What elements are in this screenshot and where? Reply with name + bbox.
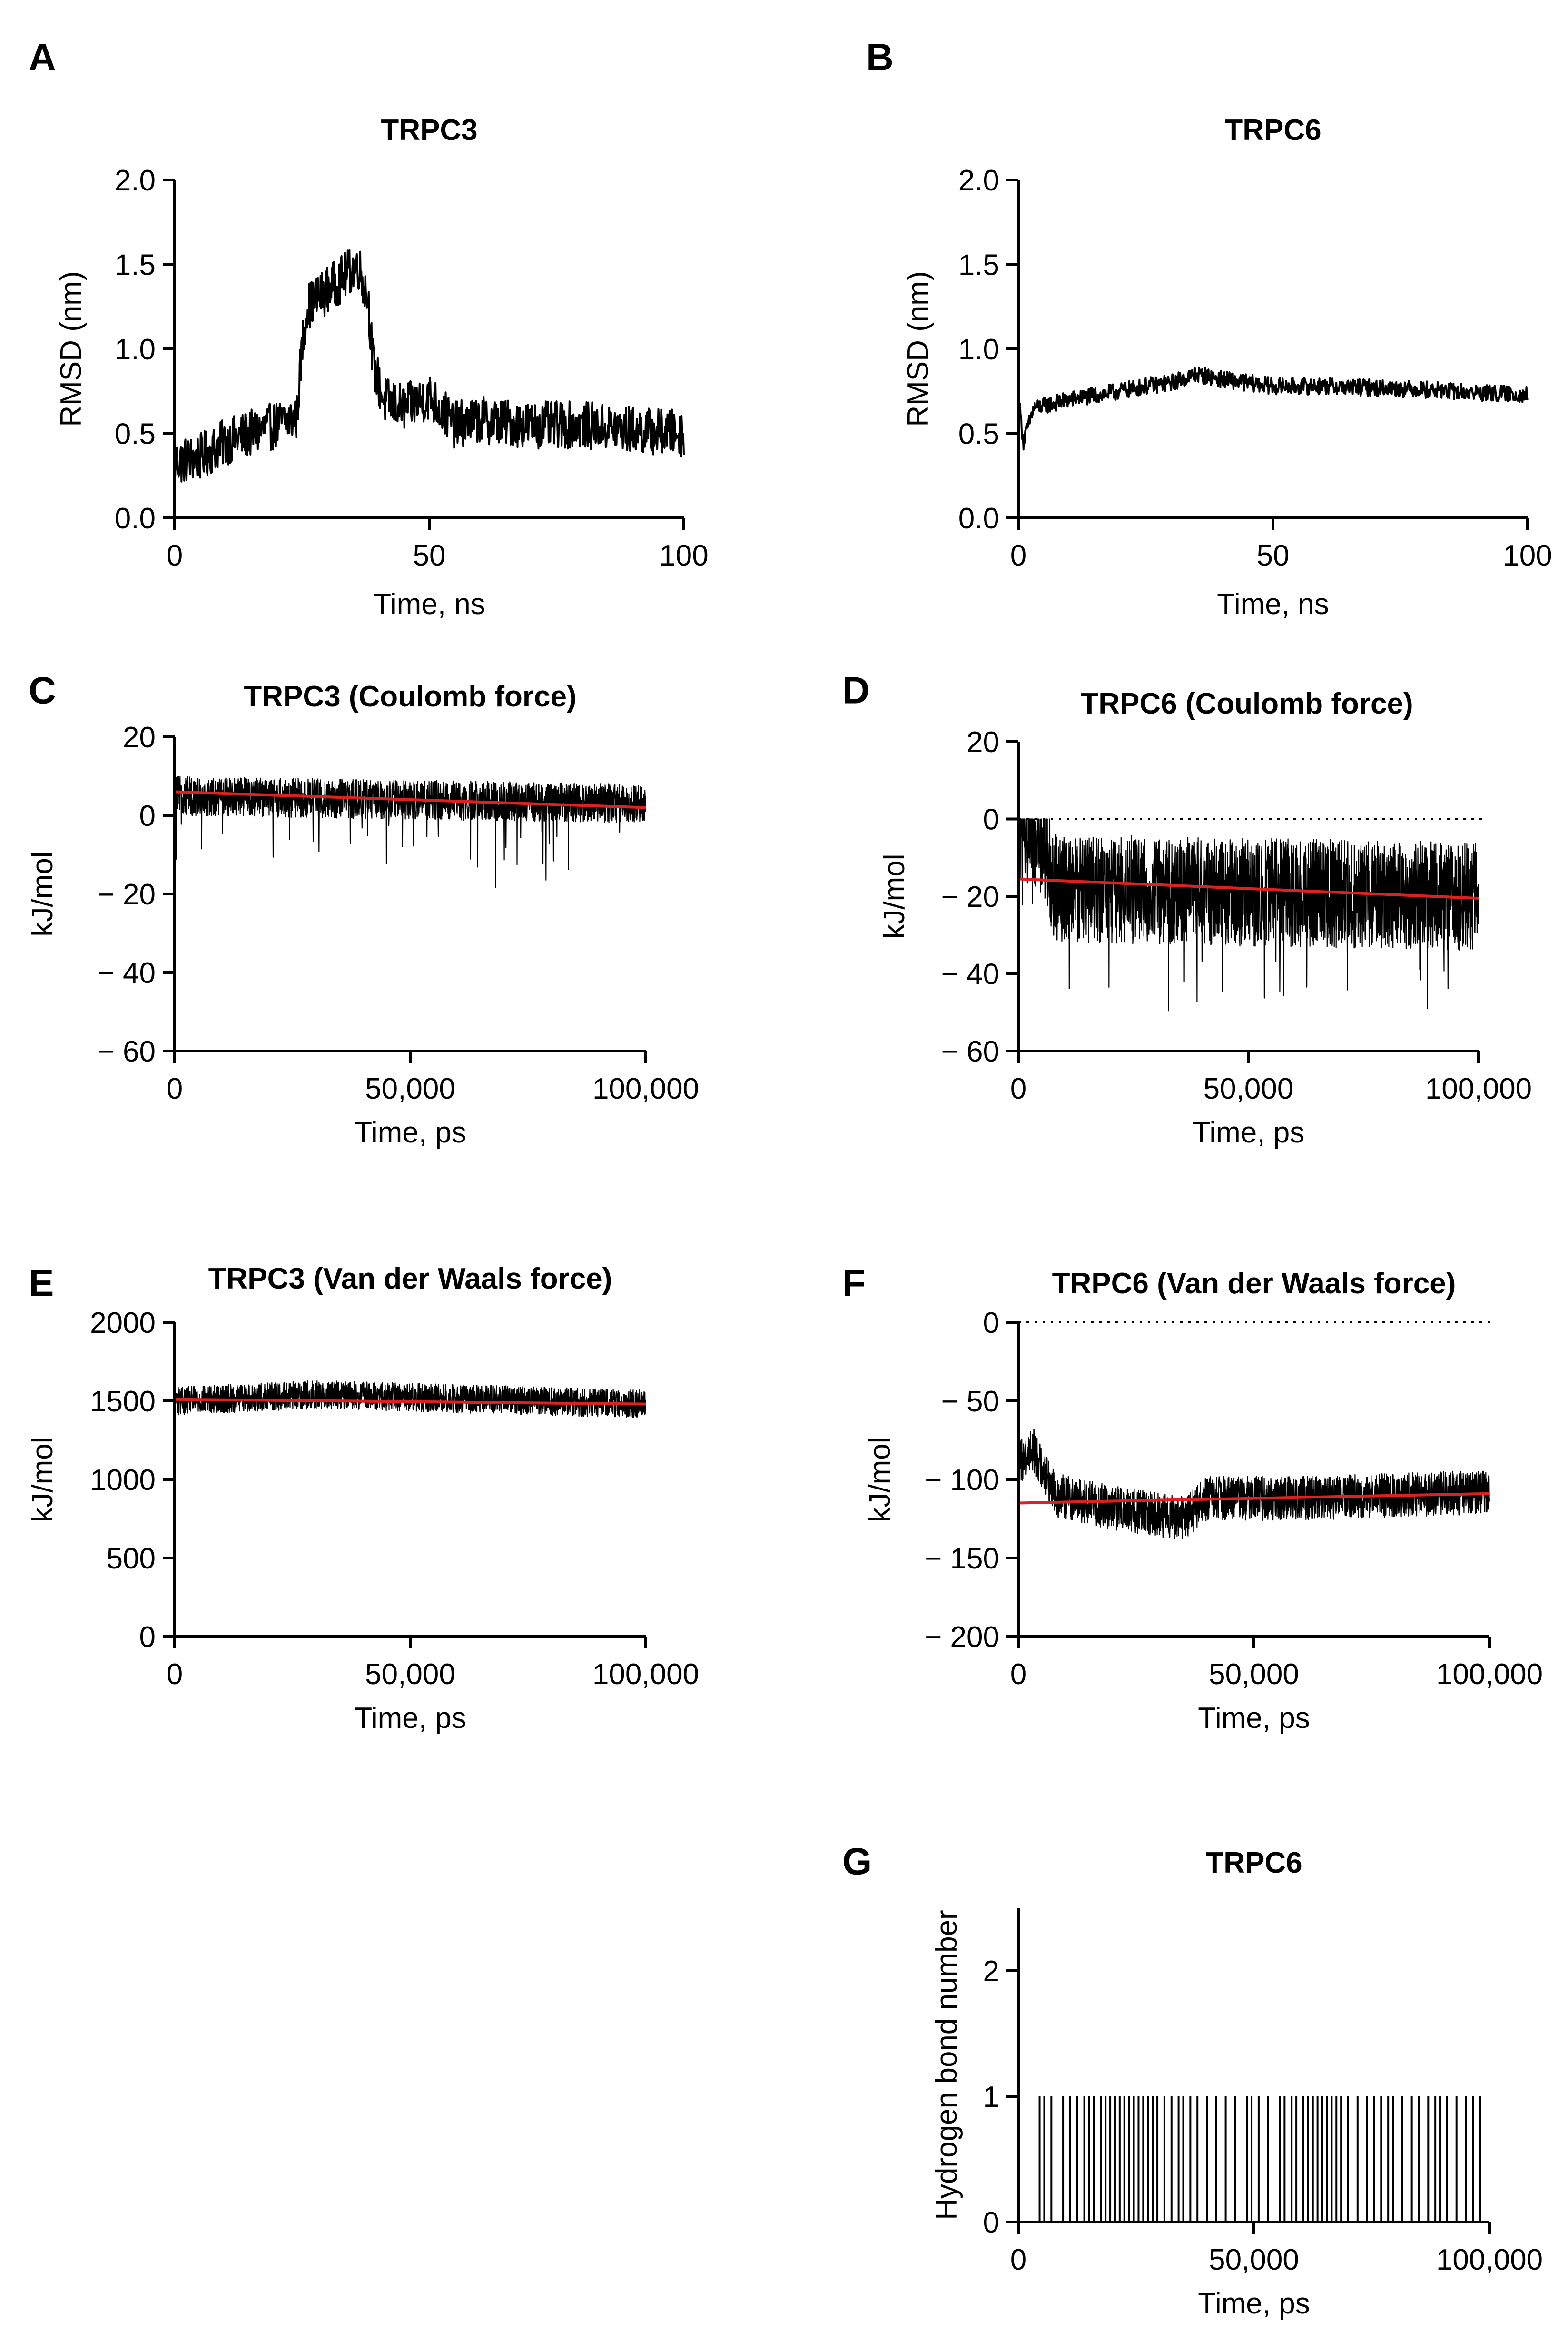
chart-title: TRPC6 (Van der Waals force) bbox=[1052, 1267, 1456, 1300]
x-tick-label: 50 bbox=[1257, 539, 1290, 572]
series-line bbox=[1018, 366, 1529, 451]
x-tick-label: 0 bbox=[1010, 1072, 1026, 1105]
y-tick-label: − 40 bbox=[941, 958, 999, 991]
x-axis-label: Time, ps bbox=[354, 1702, 466, 1735]
series-line bbox=[1018, 818, 1479, 1012]
x-tick-label: 0 bbox=[167, 1072, 183, 1105]
trend-line bbox=[1018, 1492, 1490, 1505]
y-tick-label: 0 bbox=[983, 1307, 999, 1340]
series-line bbox=[175, 1380, 647, 1418]
x-axis-label: Time, ps bbox=[354, 1116, 466, 1149]
y-tick-label: − 150 bbox=[925, 1542, 999, 1575]
panel-letter: D bbox=[842, 669, 870, 712]
x-axis-label: Time, ps bbox=[1193, 1116, 1304, 1149]
y-tick-label: 20 bbox=[123, 721, 156, 754]
y-tick-label: 1 bbox=[983, 2081, 999, 2114]
y-tick-label: − 60 bbox=[98, 1035, 156, 1068]
y-tick-label: 0.5 bbox=[115, 418, 156, 451]
trend-line bbox=[1018, 877, 1479, 900]
x-tick-label: 50 bbox=[413, 539, 446, 572]
y-tick-label: 0 bbox=[139, 1621, 156, 1654]
x-tick-label: 100,000 bbox=[1425, 1072, 1532, 1105]
x-axis-label: Time, ps bbox=[1198, 2287, 1310, 2320]
x-tick-label: 0 bbox=[1010, 539, 1026, 572]
y-tick-label: 1500 bbox=[90, 1385, 156, 1418]
y-axis-label: kJ/mol bbox=[878, 853, 911, 939]
y-tick-label: 2000 bbox=[90, 1307, 156, 1340]
y-tick-label: 1.5 bbox=[958, 249, 999, 282]
chart-title: TRPC6 bbox=[1224, 114, 1321, 147]
panel-e: E TRPC3 (Van der Waals force) 0 50,000 100,0… bbox=[26, 1262, 699, 1735]
panel-g: G TRPC6 0 50,000 100,000 0 1 2 Time, ps Hydrogen … bbox=[842, 1840, 1543, 2320]
panel-letter: G bbox=[842, 1840, 872, 1883]
x-tick-label: 100,000 bbox=[1436, 2243, 1543, 2276]
x-tick-label: 0 bbox=[167, 1658, 183, 1691]
y-tick-label: − 200 bbox=[925, 1621, 999, 1654]
x-tick-label: 50,000 bbox=[1203, 1072, 1294, 1105]
y-tick-label: 1000 bbox=[90, 1464, 156, 1497]
panel-letter: C bbox=[29, 669, 56, 712]
y-tick-label: 2.0 bbox=[958, 164, 999, 197]
y-tick-label: 0.0 bbox=[115, 502, 156, 535]
panel-c: C TRPC3 (Coulomb force) 0 50,000 100,000 − 60… bbox=[26, 669, 699, 1149]
x-tick-label: 100 bbox=[659, 539, 708, 572]
x-tick-label: 100 bbox=[1503, 539, 1552, 572]
x-tick-label: 50,000 bbox=[365, 1072, 455, 1105]
panel-letter: B bbox=[866, 36, 894, 79]
x-tick-label: 100,000 bbox=[592, 1658, 699, 1691]
y-axis-label: kJ/mol bbox=[26, 851, 59, 936]
y-axis-label: kJ/mol bbox=[864, 1437, 897, 1522]
panel-d: D TRPC6 (Coulomb force) 0 50,000 100,000 − 60… bbox=[842, 669, 1532, 1149]
y-axis-label: kJ/mol bbox=[26, 1437, 59, 1522]
panel-letter: E bbox=[29, 1262, 54, 1304]
panel-f: F TRPC6 (Van der Waals force) 0 50,000 100,0… bbox=[842, 1262, 1543, 1735]
chart-title: TRPC3 (Van der Waals force) bbox=[208, 1262, 612, 1295]
y-tick-label: − 20 bbox=[941, 881, 999, 913]
y-tick-label: 0.0 bbox=[958, 502, 999, 535]
x-tick-label: 100,000 bbox=[1436, 1658, 1543, 1691]
y-tick-label: 0.5 bbox=[958, 418, 999, 451]
x-tick-label: 100,000 bbox=[592, 1072, 699, 1105]
chart-title: TRPC6 bbox=[1205, 1846, 1302, 1879]
chart-title: TRPC6 (Coulomb force) bbox=[1080, 687, 1413, 720]
y-axis-label: RMSD (nm) bbox=[55, 271, 88, 427]
y-tick-label: − 40 bbox=[98, 957, 156, 990]
y-tick-label: − 20 bbox=[98, 878, 156, 911]
panel-letter: A bbox=[29, 36, 56, 79]
trend-line bbox=[174, 1398, 646, 1406]
y-tick-label: 500 bbox=[107, 1542, 156, 1575]
chart-title: TRPC3 bbox=[381, 114, 477, 147]
panel-b: B TRPC6 0 50 100 0.0 0.5 1.0 1.5 2.0 Time, ns RMSD … bbox=[866, 36, 1552, 621]
y-axis-label: RMSD (nm) bbox=[902, 271, 935, 427]
y-tick-label: 2.0 bbox=[115, 164, 156, 197]
y-tick-label: 1.0 bbox=[958, 333, 999, 366]
y-tick-label: − 50 bbox=[941, 1385, 999, 1418]
panel-a: A TRPC3 0 50 100 0.0 0.5 1.0 1.5 2.0 Time, ns RMSD … bbox=[29, 36, 709, 621]
y-tick-label: 0 bbox=[983, 2206, 999, 2239]
x-axis-label: Time, ns bbox=[373, 588, 485, 621]
chart-title: TRPC3 (Coulomb force) bbox=[244, 680, 576, 713]
x-tick-label: 50,000 bbox=[1209, 2243, 1299, 2276]
x-tick-label: 0 bbox=[1010, 2243, 1026, 2276]
y-tick-label: 20 bbox=[966, 726, 999, 759]
y-tick-label: 0 bbox=[139, 800, 156, 833]
y-tick-label: 1.0 bbox=[115, 333, 156, 366]
x-tick-label: 50,000 bbox=[365, 1658, 455, 1691]
x-tick-label: 0 bbox=[167, 539, 183, 572]
y-tick-label: − 100 bbox=[925, 1464, 999, 1497]
series-line bbox=[1018, 1429, 1490, 1540]
x-tick-label: 50,000 bbox=[1209, 1658, 1299, 1691]
x-axis-label: Time, ps bbox=[1198, 1702, 1310, 1735]
trend-line bbox=[174, 790, 646, 809]
y-tick-label: 2 bbox=[983, 1955, 999, 1988]
x-tick-label: 0 bbox=[1010, 1658, 1026, 1691]
panel-letter: F bbox=[842, 1262, 866, 1304]
series-line bbox=[175, 249, 685, 483]
y-tick-label: 0 bbox=[983, 804, 999, 836]
y-tick-label: − 60 bbox=[941, 1035, 999, 1068]
x-axis-label: Time, ns bbox=[1217, 588, 1329, 621]
y-tick-label: 1.5 bbox=[115, 249, 156, 282]
y-axis-label: Hydrogen bond number bbox=[930, 1910, 963, 2220]
